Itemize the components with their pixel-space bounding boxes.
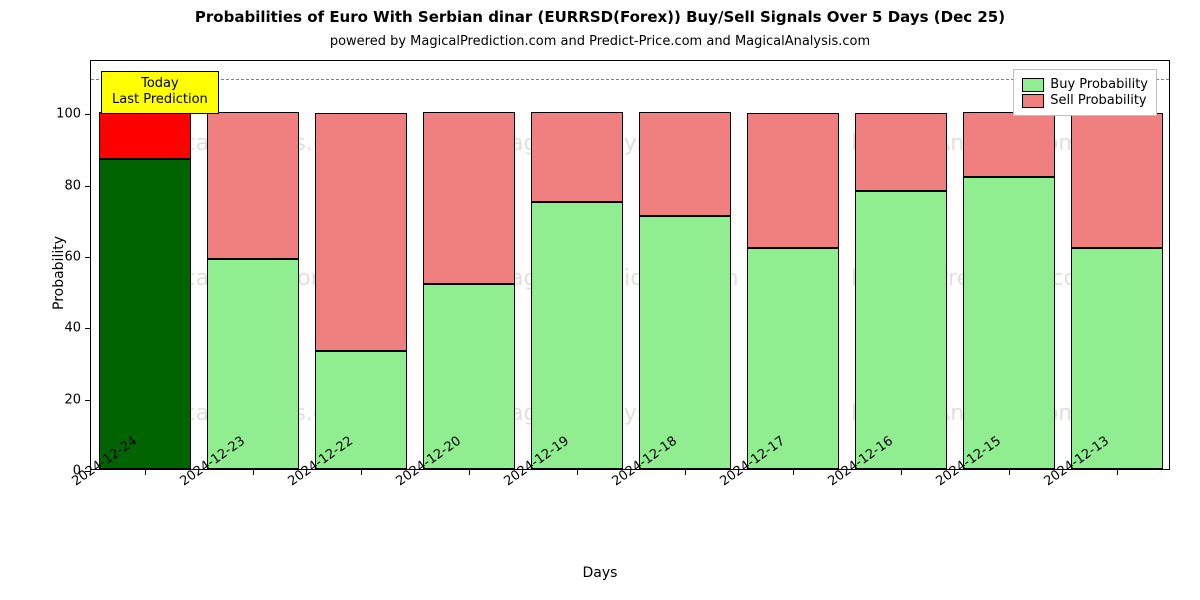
bar-sell [531,112,623,201]
today-line-2: Last Prediction [112,92,208,108]
legend-label-buy: Buy Probability [1050,77,1148,92]
ytick-label: 80 [64,178,81,193]
bar-buy [531,202,623,469]
xtick-mark [1009,469,1010,475]
bar-group [747,61,839,469]
ytick-mark [85,186,91,187]
bar-buy [639,216,731,469]
bar-group [963,61,1055,469]
chart-title: Probabilities of Euro With Serbian dinar… [0,8,1200,26]
ytick-label: 40 [64,321,81,336]
bar-buy [963,177,1055,469]
plot-area: MagicalPrediction.comMagicalPrediction.c… [90,60,1170,470]
legend-swatch-buy [1022,78,1044,92]
figure: Probabilities of Euro With Serbian dinar… [0,0,1200,600]
bar-group [639,61,731,469]
bar-group [855,61,947,469]
bar-group [315,61,407,469]
xtick-mark [145,469,146,475]
bar-sell [207,112,299,258]
xtick-mark [469,469,470,475]
x-axis-label: Days [0,565,1200,581]
chart-subtitle: powered by MagicalPrediction.com and Pre… [0,34,1200,49]
bar-buy [1071,248,1163,469]
ytick-label: 20 [64,392,81,407]
bar-buy [99,159,191,469]
bar-buy [855,191,947,469]
today-line-1: Today [112,76,208,92]
ytick-label: 100 [56,107,81,122]
bar-group [1071,61,1163,469]
bar-group [99,61,191,469]
ytick-mark [85,257,91,258]
xtick-mark [361,469,362,475]
bar-sell [747,113,839,248]
y-axis-label: Probability [51,236,67,310]
bar-buy [207,259,299,469]
xtick-mark [253,469,254,475]
bar-sell [99,112,191,158]
bar-group [531,61,623,469]
bar-buy [423,284,515,469]
xtick-mark [793,469,794,475]
bar-sell [639,112,731,215]
bar-sell [315,113,407,352]
bar-sell [963,112,1055,176]
legend-item-sell: Sell Probability [1022,93,1148,108]
bar-buy [747,248,839,469]
today-annotation: Today Last Prediction [101,71,219,114]
legend-label-sell: Sell Probability [1050,93,1146,108]
ytick-mark [85,400,91,401]
bar-sell [855,113,947,191]
xtick-mark [685,469,686,475]
bar-sell [423,112,515,283]
bar-group [207,61,299,469]
xtick-mark [577,469,578,475]
legend: Buy Probability Sell Probability [1013,69,1157,116]
legend-item-buy: Buy Probability [1022,77,1148,92]
xtick-mark [1117,469,1118,475]
xtick-mark [901,469,902,475]
ytick-mark [85,114,91,115]
legend-swatch-sell [1022,94,1044,108]
bar-group [423,61,515,469]
bar-sell [1071,113,1163,248]
ytick-mark [85,328,91,329]
